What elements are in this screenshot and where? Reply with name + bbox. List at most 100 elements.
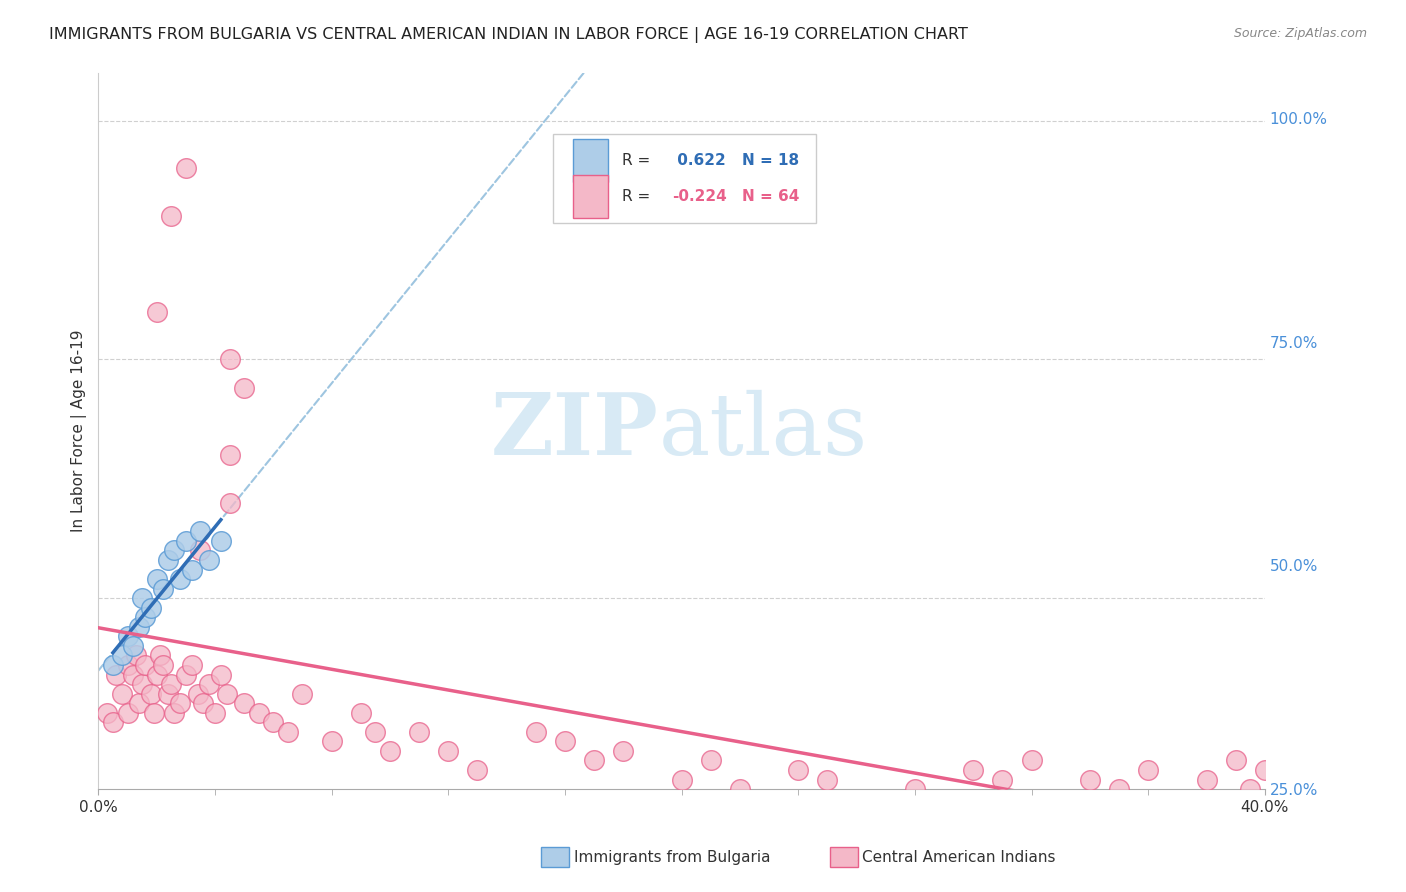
Point	[467, 763, 489, 777]
Point	[131, 677, 153, 691]
Point	[128, 696, 150, 710]
Point	[145, 572, 167, 586]
Point	[378, 744, 401, 758]
Point	[101, 715, 124, 730]
Text: atlas: atlas	[658, 390, 868, 473]
Text: Central American Indians: Central American Indians	[862, 850, 1056, 864]
Point	[408, 724, 430, 739]
Point	[96, 706, 118, 720]
Point	[111, 648, 134, 663]
Point	[728, 782, 751, 797]
Text: ZIP: ZIP	[491, 389, 658, 473]
Point	[209, 667, 232, 681]
Point	[1195, 772, 1218, 787]
Point	[991, 772, 1014, 787]
Point	[932, 878, 955, 892]
Point	[190, 543, 212, 558]
Point	[321, 734, 343, 748]
Point	[215, 687, 238, 701]
Point	[125, 648, 148, 663]
Text: R =: R =	[621, 189, 651, 204]
Point	[437, 744, 460, 758]
Point	[198, 553, 221, 567]
Text: IMMIGRANTS FROM BULGARIA VS CENTRAL AMERICAN INDIAN IN LABOR FORCE | AGE 16-19 C: IMMIGRANTS FROM BULGARIA VS CENTRAL AMER…	[49, 27, 969, 43]
Point	[160, 677, 183, 691]
Point	[190, 524, 212, 539]
Point	[117, 658, 139, 673]
Point	[169, 696, 191, 710]
FancyBboxPatch shape	[554, 134, 815, 223]
Point	[117, 706, 139, 720]
Point	[122, 639, 145, 653]
Point	[180, 562, 202, 576]
Point	[157, 687, 180, 701]
Point	[1239, 782, 1261, 797]
Point	[1078, 772, 1101, 787]
Point	[218, 352, 240, 367]
Bar	[574, 175, 609, 219]
Text: 0.622: 0.622	[672, 153, 725, 168]
Point	[145, 304, 167, 318]
Point	[152, 658, 174, 673]
Point	[131, 591, 153, 606]
Point	[139, 687, 162, 701]
Point	[209, 533, 232, 548]
Point	[524, 724, 547, 739]
Point	[145, 667, 167, 681]
Text: N = 18: N = 18	[742, 153, 800, 168]
Point	[134, 610, 156, 624]
Text: Source: ZipAtlas.com: Source: ZipAtlas.com	[1233, 27, 1367, 40]
Point	[247, 706, 270, 720]
Point	[815, 772, 838, 787]
Point	[142, 706, 165, 720]
Point	[612, 744, 634, 758]
Point	[174, 667, 197, 681]
Point	[350, 706, 373, 720]
Point	[149, 648, 172, 663]
Point	[1137, 763, 1160, 777]
Point	[671, 772, 693, 787]
Point	[262, 715, 284, 730]
Point	[134, 658, 156, 673]
Point	[583, 754, 606, 768]
Point	[233, 381, 256, 395]
Text: N = 64: N = 64	[742, 189, 800, 204]
Point	[554, 734, 576, 748]
Point	[186, 687, 208, 701]
Point	[1225, 754, 1247, 768]
Point	[157, 553, 180, 567]
Point	[111, 687, 134, 701]
Point	[277, 724, 299, 739]
Text: -0.224: -0.224	[672, 189, 727, 204]
Point	[1108, 782, 1130, 797]
Point	[152, 582, 174, 596]
Point	[218, 496, 240, 510]
Point	[163, 543, 186, 558]
Point	[104, 667, 127, 681]
Point	[787, 763, 810, 777]
Point	[128, 620, 150, 634]
Point	[174, 533, 197, 548]
Point	[180, 658, 202, 673]
Point	[904, 782, 927, 797]
Point	[193, 696, 215, 710]
Point	[291, 687, 314, 701]
Text: Immigrants from Bulgaria: Immigrants from Bulgaria	[574, 850, 770, 864]
Point	[962, 763, 984, 777]
Point	[1021, 754, 1043, 768]
Point	[233, 696, 256, 710]
Point	[218, 448, 240, 462]
Text: R =: R =	[621, 153, 651, 168]
Point	[174, 161, 197, 176]
Point	[122, 667, 145, 681]
Point	[139, 600, 162, 615]
Point	[160, 209, 183, 223]
Point	[101, 658, 124, 673]
Point	[364, 724, 387, 739]
Point	[163, 706, 186, 720]
Point	[117, 629, 139, 643]
Point	[1254, 763, 1277, 777]
Point	[198, 677, 221, 691]
Point	[875, 887, 897, 892]
Point	[204, 706, 226, 720]
